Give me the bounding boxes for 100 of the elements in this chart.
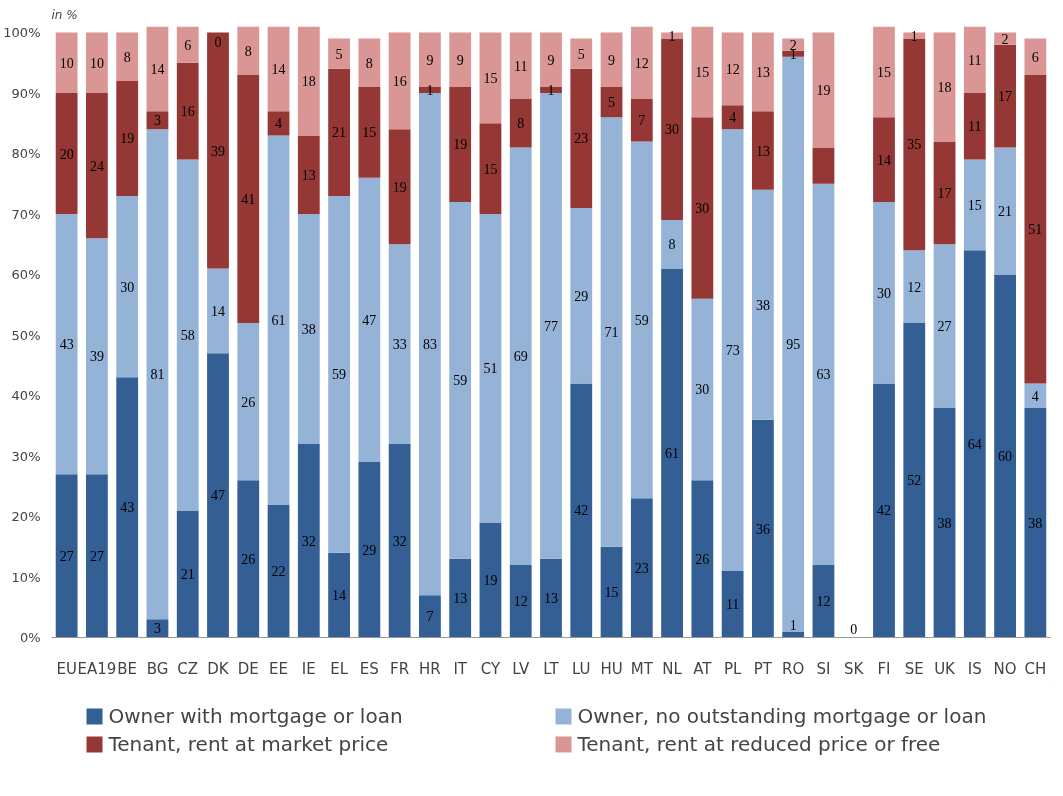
bar	[570, 383, 593, 638]
data-label: 29	[574, 288, 589, 304]
data-label: 8	[668, 237, 676, 253]
data-label: 8	[517, 116, 525, 132]
x-tick-label: AT	[693, 659, 713, 678]
data-label: 38	[1028, 515, 1043, 531]
data-label: 30	[665, 122, 680, 138]
data-label: 30	[695, 200, 710, 216]
data-label: 27	[937, 318, 952, 334]
bar	[661, 32, 683, 39]
bar	[176, 510, 199, 638]
data-label: 26	[695, 551, 710, 567]
bar	[419, 87, 441, 94]
data-label: 8	[123, 49, 131, 65]
data-label: 11	[513, 58, 528, 74]
data-label: 36	[755, 521, 770, 537]
data-label: 3	[153, 113, 161, 129]
bar	[449, 32, 472, 87]
x-tick-label: BG	[146, 659, 169, 678]
bar	[207, 268, 229, 354]
data-label: 21	[998, 204, 1013, 220]
data-label: 1	[910, 28, 918, 44]
bar	[873, 117, 895, 202]
data-label: 32	[392, 533, 407, 549]
bar	[933, 141, 956, 245]
data-label: 14	[877, 152, 891, 168]
data-label: 7	[426, 609, 434, 625]
y-axis-title: in %	[51, 7, 78, 22]
data-label: 13	[453, 591, 468, 607]
data-label: 38	[301, 321, 316, 337]
bar	[267, 135, 290, 505]
data-label: 16	[392, 73, 407, 89]
y-tick-label: 20%	[11, 509, 41, 525]
data-label: 51	[483, 361, 498, 377]
data-label: 14	[271, 61, 286, 77]
bar	[600, 87, 623, 118]
data-label: 12	[725, 61, 740, 77]
data-label: 15	[362, 125, 377, 141]
bar	[630, 498, 653, 638]
y-tick-label: 30%	[11, 448, 41, 464]
bar	[661, 220, 683, 269]
data-label: 1	[547, 83, 555, 99]
bar	[782, 631, 805, 638]
data-label: 11	[968, 119, 982, 135]
data-label: 17	[937, 185, 952, 201]
x-tick-label: SI	[816, 659, 831, 678]
data-label: 47	[362, 312, 377, 328]
bar	[691, 117, 714, 299]
data-label: 42	[877, 503, 891, 519]
bar	[691, 480, 714, 638]
y-tick-label: 100%	[3, 25, 41, 41]
data-label: 3	[153, 621, 161, 637]
data-label: 18	[301, 73, 316, 89]
x-tick-label: MT	[630, 659, 654, 678]
data-label: 21	[180, 566, 195, 582]
bar	[630, 141, 653, 499]
bar	[55, 93, 78, 215]
x-tick-label: PT	[753, 659, 773, 678]
bar	[600, 546, 623, 638]
bar	[358, 177, 381, 463]
data-label: 9	[456, 52, 464, 68]
x-tick-label: FI	[877, 659, 891, 678]
bar	[963, 26, 986, 94]
bar	[509, 32, 532, 100]
bar	[479, 123, 502, 215]
data-label: 13	[755, 143, 770, 159]
data-label: 13	[755, 64, 770, 80]
bar	[207, 32, 229, 269]
data-label: 19	[392, 179, 407, 195]
x-tick-label: NL	[662, 659, 683, 678]
bar	[721, 32, 744, 106]
data-label: 64	[967, 436, 982, 452]
data-label: 14	[332, 588, 347, 604]
data-label: 51	[1028, 222, 1043, 238]
data-label: 26	[241, 551, 256, 567]
data-label: 19	[120, 131, 135, 147]
bar	[963, 93, 986, 160]
bar	[449, 87, 472, 202]
x-tick-label: IS	[967, 659, 982, 678]
bar	[630, 26, 653, 100]
bar	[479, 32, 502, 124]
bar	[540, 87, 562, 94]
bar	[812, 183, 835, 565]
bar	[509, 564, 532, 638]
data-label: 9	[608, 52, 616, 68]
data-label: 8	[244, 43, 252, 59]
bar	[600, 32, 623, 87]
data-label: 29	[362, 542, 377, 558]
bar	[146, 129, 169, 620]
data-label: 43	[120, 500, 135, 516]
bar	[388, 129, 411, 245]
data-label: 11	[725, 597, 740, 613]
bar	[176, 26, 199, 63]
data-label: 42	[574, 503, 589, 519]
bar	[1024, 407, 1047, 638]
x-tick-label: EA19	[77, 659, 117, 678]
x-tick-label: CZ	[177, 659, 199, 678]
bar	[86, 32, 108, 94]
data-label: 23	[574, 131, 589, 147]
bar	[661, 268, 683, 638]
